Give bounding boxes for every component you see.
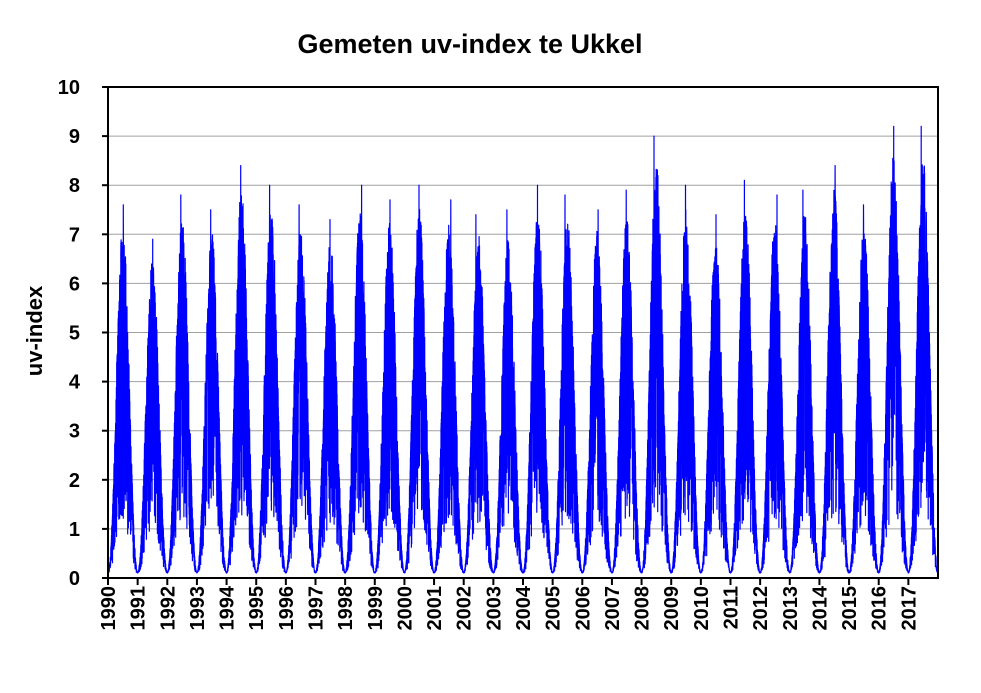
- x-axis-ticks: 1990 1991 1992 1993 1994 1995 1996 1997 1998 1999…: [98, 578, 920, 631]
- x-tick-label: 2000: [394, 586, 416, 631]
- x-tick-label: 2015: [839, 586, 861, 631]
- x-tick-label: 2002: [454, 586, 476, 631]
- x-tick-label: 1996: [276, 586, 298, 631]
- x-tick-label: 2008: [632, 586, 654, 631]
- y-tick-label: 0: [69, 568, 80, 590]
- y-tick-label: 7: [69, 224, 80, 246]
- x-tick-label: 2001: [424, 586, 446, 631]
- x-tick-label: 1994: [217, 585, 239, 630]
- x-tick-label: 1997: [306, 586, 328, 631]
- y-axis-label: uv-index: [22, 285, 47, 376]
- y-tick-label: 1: [69, 519, 80, 541]
- x-tick-label: 1990: [98, 586, 120, 631]
- y-tick-label: 6: [69, 273, 80, 295]
- x-tick-label: 2012: [750, 586, 772, 631]
- y-tick-label: 2: [69, 470, 80, 492]
- x-tick-label: 1995: [246, 586, 268, 631]
- x-tick-label: 1992: [157, 586, 179, 631]
- x-tick-label: 2009: [661, 586, 683, 631]
- x-tick-label: 2004: [513, 585, 535, 630]
- x-tick-label: 2006: [572, 586, 594, 631]
- chart-title: Gemeten uv-index te Ukkel: [297, 29, 642, 59]
- y-tick-label: 4: [69, 372, 81, 394]
- uv-index-series-line: [107, 125, 939, 574]
- y-axis-ticks: 0 1 2 3 4 5 6 7 8 9 10: [58, 77, 108, 590]
- x-tick-label: 2016: [869, 586, 891, 631]
- x-tick-label: 2011: [721, 586, 743, 629]
- x-tick-label: 2005: [543, 586, 565, 631]
- x-tick-label: 2013: [780, 586, 802, 631]
- x-tick-label: 2003: [483, 586, 505, 631]
- y-tick-label: 10: [58, 77, 80, 99]
- y-tick-label: 3: [69, 421, 80, 443]
- x-tick-label: 1991: [128, 586, 150, 631]
- x-tick-label: 2007: [602, 586, 624, 631]
- x-tick-label: 1993: [187, 586, 209, 631]
- x-tick-label: 2017: [898, 586, 920, 631]
- x-tick-label: 1998: [335, 586, 357, 631]
- y-tick-label: 9: [69, 126, 80, 148]
- x-tick-label: 2014: [809, 585, 831, 630]
- x-tick-label: 2010: [691, 586, 713, 631]
- y-tick-label: 8: [69, 175, 80, 197]
- y-tick-label: 5: [69, 323, 80, 345]
- x-tick-label: 1999: [365, 586, 387, 631]
